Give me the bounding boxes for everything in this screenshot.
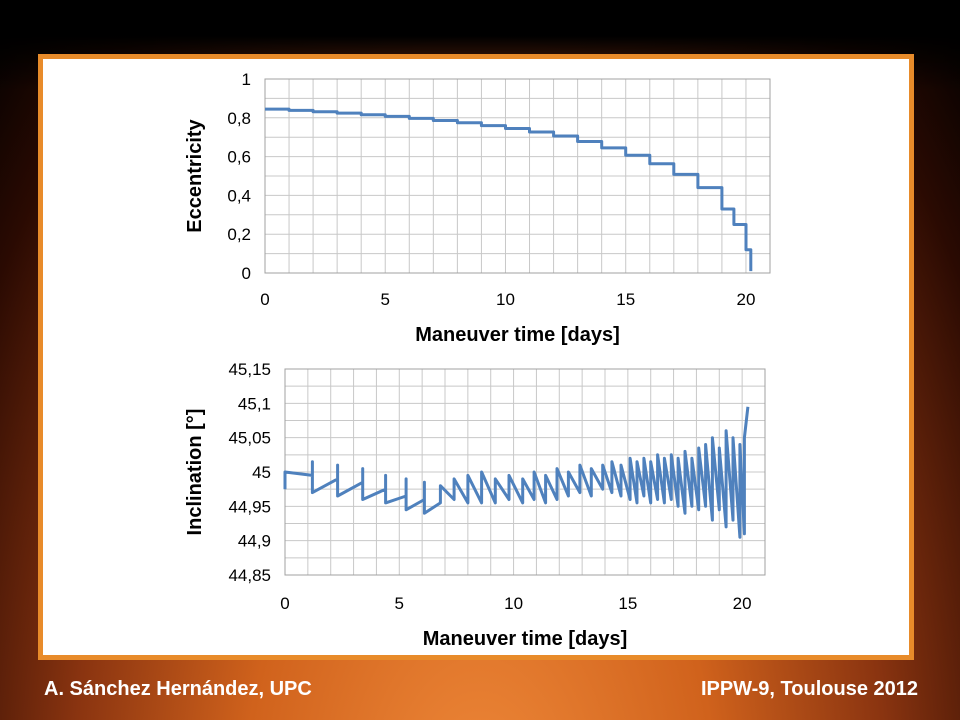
x-tick-label: 0 [280, 594, 289, 613]
series-line [283, 406, 750, 539]
x-tick-label: 15 [616, 290, 635, 309]
chart-panel: 0 0,2 0,4 0,6 0,8 1 0 5 10 15 20 Maneuver time [day… [38, 54, 914, 660]
y-tick-label: 45,15 [228, 360, 271, 379]
y-tick-label: 44,95 [228, 497, 271, 516]
x-tick-label: 10 [496, 290, 515, 309]
x-tick-label: 20 [733, 594, 752, 613]
x-tick-label: 0 [260, 290, 269, 309]
series-line [265, 107, 753, 272]
y-tick-label: 1 [242, 70, 251, 89]
plot-area-frame [264, 78, 771, 274]
y-tick-label: 44,9 [238, 532, 271, 551]
x-tick-label: 15 [618, 594, 637, 613]
y-tick-label: 45,1 [238, 394, 271, 413]
x-axis-label: Maneuver time [days] [423, 628, 628, 650]
x-tick-label: 5 [381, 290, 390, 309]
footer-author: A. Sánchez Hernández, UPC [44, 678, 312, 700]
x-tick-label: 10 [504, 594, 523, 613]
y-tick-label: 0 [242, 264, 251, 283]
y-axis-label: Inclination [°] [184, 409, 206, 536]
x-axis-label: Maneuver time [days] [415, 324, 620, 346]
x-tick-label: 5 [395, 594, 404, 613]
inclination-chart: 44,85 44,9 44,95 45 45,05 45,1 45,15 0 5 10 15 20 Ma… [184, 360, 766, 650]
y-tick-label: 44,85 [228, 566, 271, 585]
y-tick-label: 0,2 [227, 225, 251, 244]
y-tick-label: 0,8 [227, 109, 251, 128]
y-tick-label: 45 [252, 463, 271, 482]
y-tick-label: 45,05 [228, 429, 271, 448]
y-tick-label: 0,4 [227, 186, 251, 205]
x-tick-label: 20 [736, 290, 755, 309]
y-axis-label: Eccentricity [184, 118, 206, 232]
y-tick-label: 0,6 [227, 148, 251, 167]
footer-conference: IPPW-9, Toulouse 2012 [700, 678, 918, 700]
